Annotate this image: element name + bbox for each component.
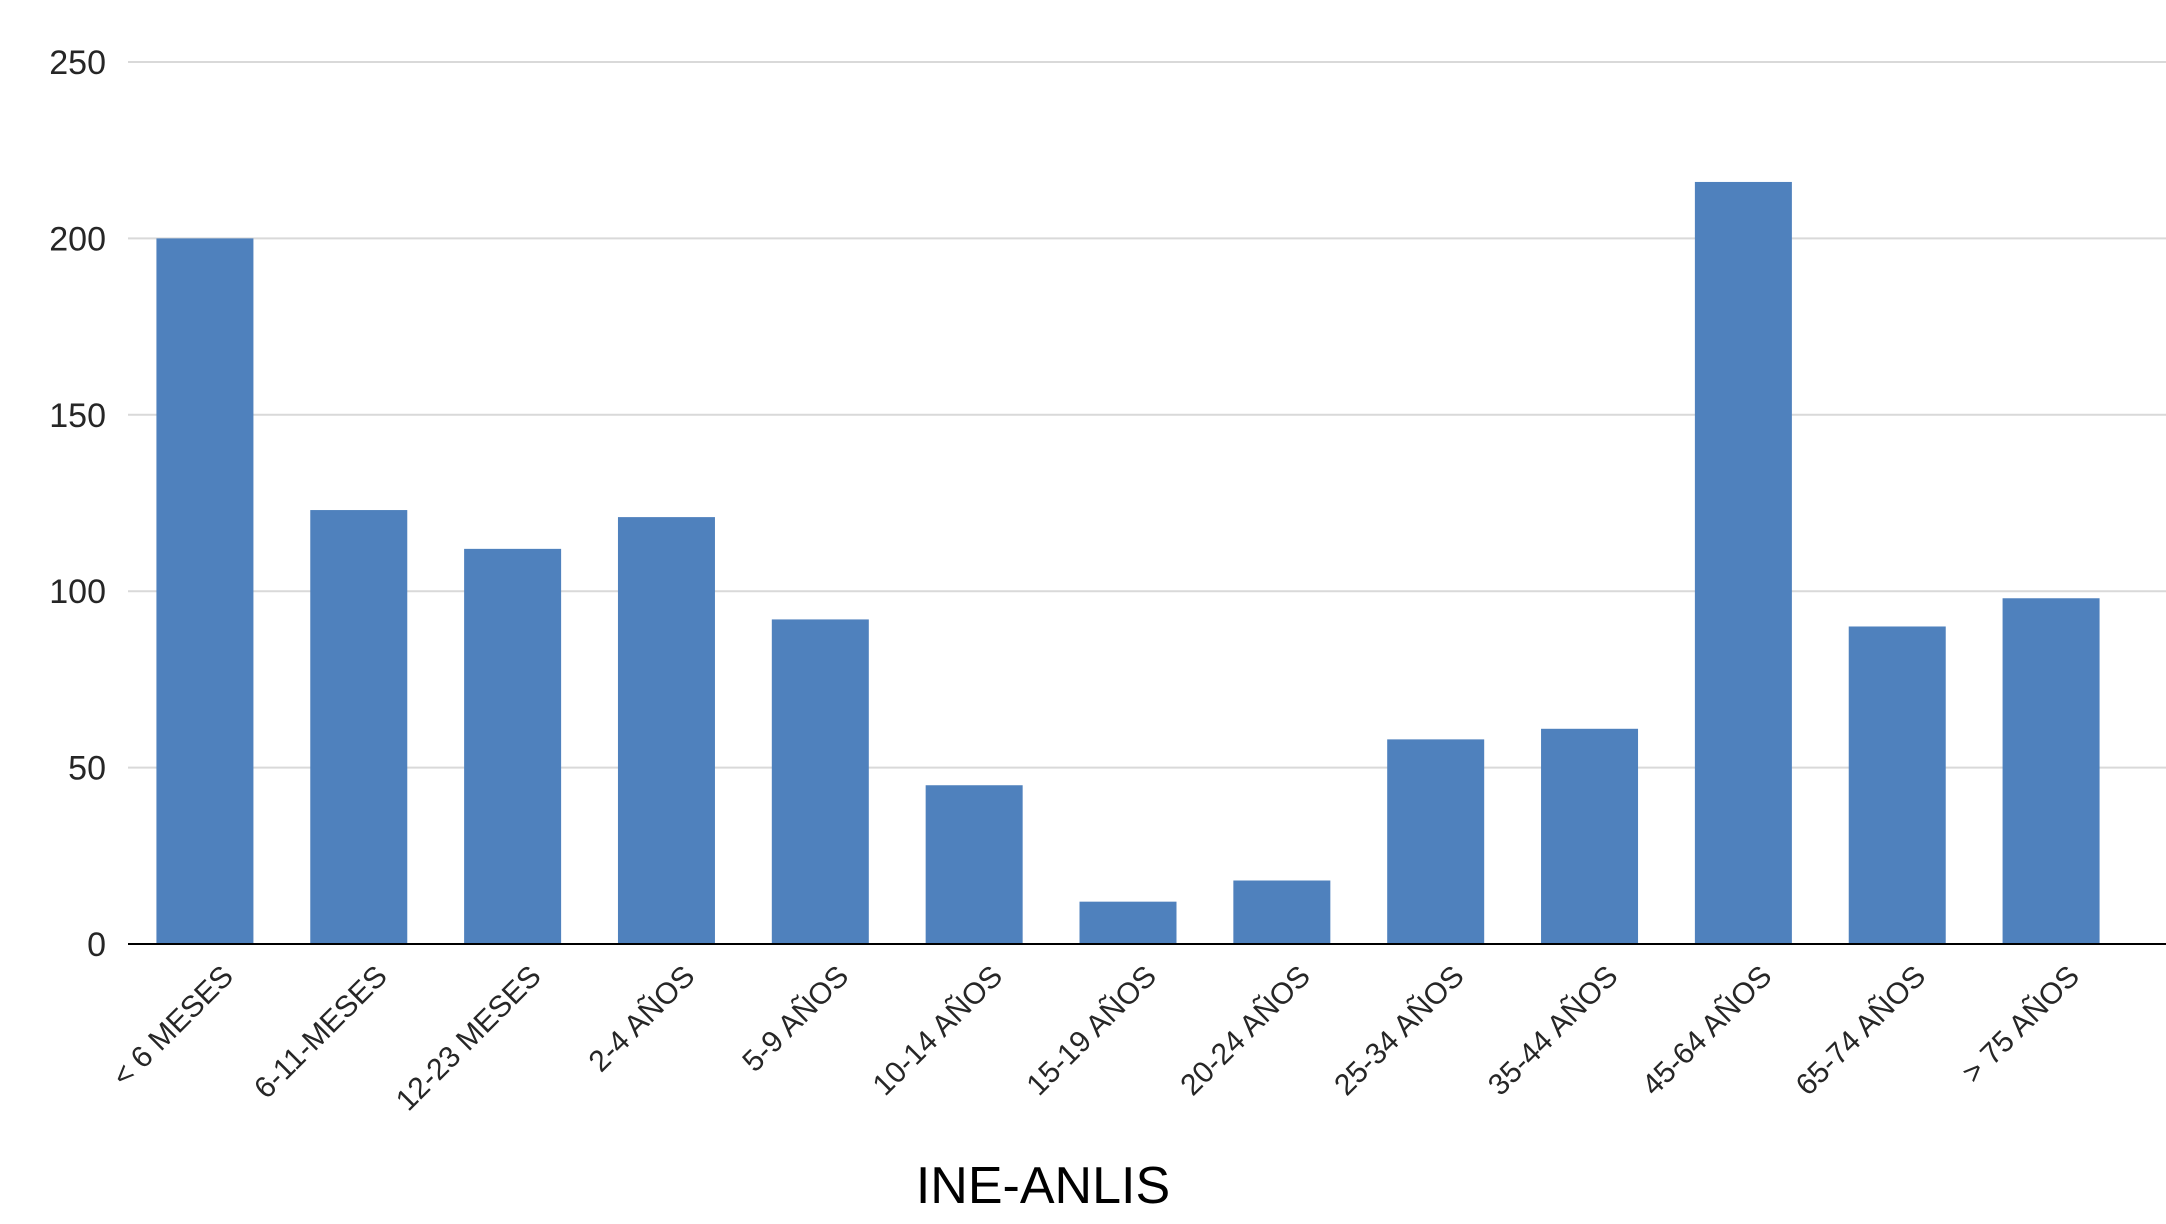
x-category-label: 10-14 AÑOS [866,959,1009,1102]
y-tick-labels: 0 50 100 150 200 250 [49,44,106,964]
x-category-label: 5-9 AÑOS [736,959,856,1079]
y-tick-label: 50 [68,750,106,788]
x-category-label: 35-44 AÑOS [1481,959,1624,1102]
x-category-label: 15-19 AÑOS [1020,959,1163,1102]
bar-10 [1541,728,1639,944]
y-tick-label: 250 [49,44,106,82]
y-tick-label: 0 [87,926,106,964]
bar-1 [156,238,254,944]
x-category-label: > 75 AÑOS [1955,959,2086,1090]
bar-6 [925,785,1023,944]
x-axis-title: INE-ANLIS [915,1157,1171,1215]
bar-8 [1233,880,1331,944]
y-tick-label: 200 [49,220,106,258]
x-category-label: 25-34 AÑOS [1327,959,1470,1102]
x-category-label: < 6 MESES [106,960,240,1094]
x-category-label: 45-64 AÑOS [1635,959,1778,1102]
bar-13 [2002,598,2100,944]
bars [156,181,2100,944]
bar-5 [771,619,869,944]
bar-11 [1694,181,1792,944]
x-category-label: 6-11-MESES [248,960,394,1106]
x-category-label: 2-4 AÑOS [582,959,702,1079]
bar-9 [1387,739,1485,944]
bar-3 [464,548,562,944]
y-tick-label: 100 [49,573,106,611]
bar-2 [310,510,408,944]
x-category-label: 12-23 MESES [390,960,548,1118]
bar-4 [617,517,715,944]
y-tick-label: 150 [49,397,106,435]
bar-12 [1848,626,1946,944]
bar-7 [1079,901,1177,944]
x-category-label: 65-74 AÑOS [1789,959,1932,1102]
x-category-label: 20-24 AÑOS [1174,959,1317,1102]
